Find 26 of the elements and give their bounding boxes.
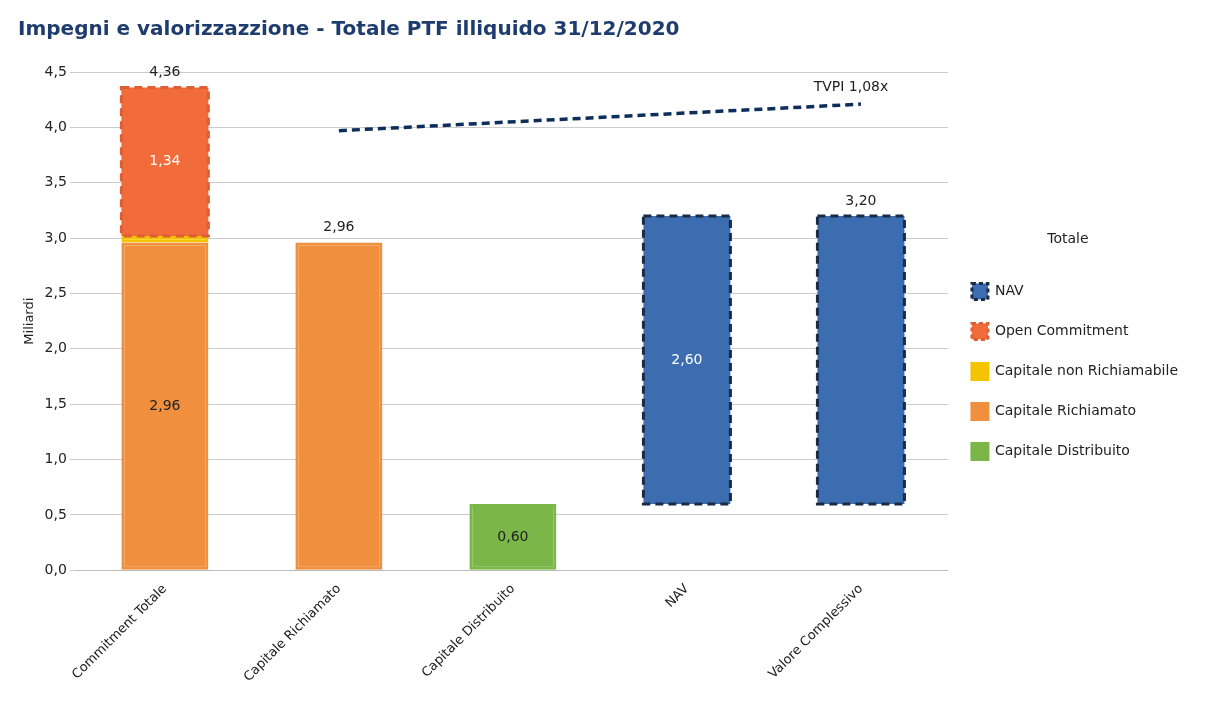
y-tick-label: 3,5 — [44, 173, 67, 190]
y-tick-label: 2,0 — [44, 339, 67, 356]
series-label: TVPI 1,08x — [812, 77, 889, 94]
data-label: 2,60 — [671, 350, 703, 367]
data-label: 1,34 — [149, 152, 181, 169]
data-label: 2,96 — [149, 396, 181, 413]
y-tick-label: 4,0 — [44, 118, 67, 135]
legend-label: Capitale Distribuito — [994, 442, 1130, 459]
total-label: 2,96 — [323, 218, 355, 235]
data-label: 0,60 — [497, 527, 529, 544]
y-tick-label: 4,5 — [44, 62, 67, 79]
chart-title: Impegni e valorizzazzione - Totale PTF illiquido 31/12/2020 — [18, 16, 680, 41]
total-label: 4,36 — [149, 63, 181, 80]
y-tick-label: 2,5 — [44, 284, 67, 301]
y-axis-title: Miliardi — [21, 297, 37, 345]
y-tick-label: 0,5 — [44, 505, 67, 522]
legend-label: Capitale Richiamato — [994, 402, 1137, 419]
y-tick-label: 1,0 — [44, 450, 67, 467]
legend-title: Totale — [1046, 230, 1089, 247]
y-tick-label: 0,0 — [44, 560, 67, 577]
legend-label: Open Commitment — [994, 322, 1129, 339]
y-tick-label: 3,0 — [44, 228, 67, 245]
y-tick-label: 1,5 — [44, 394, 67, 411]
legend-label: Capitale non Richiamabile — [994, 362, 1179, 379]
legend-label: NAV — [994, 282, 1025, 299]
annotation: 3,20 — [845, 191, 877, 208]
